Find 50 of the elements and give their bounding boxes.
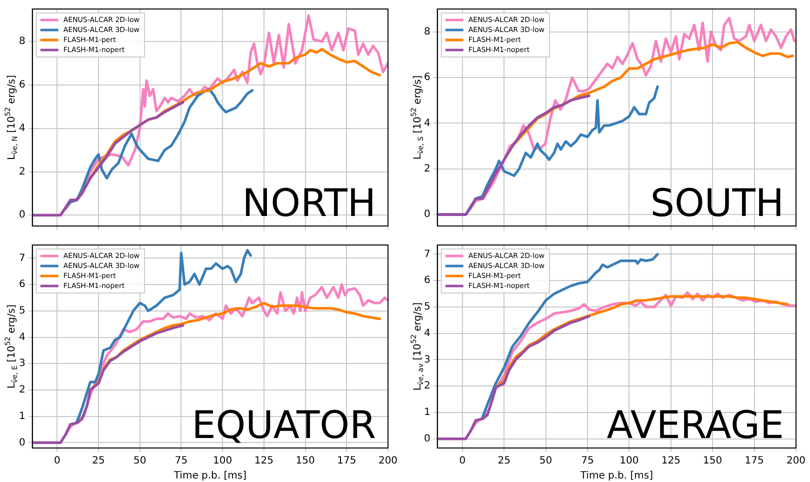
y-tick-label: 6 xyxy=(18,80,26,91)
y-tick-label: 6 xyxy=(424,72,430,84)
y-tick-label: 5 xyxy=(18,306,26,317)
y-tick-label: 5 xyxy=(424,302,430,313)
annotation: SOUTH xyxy=(650,181,784,225)
x-tick-label: 75 xyxy=(174,456,188,467)
x-tick-label: 75 xyxy=(581,456,594,467)
y-tick-label: 7 xyxy=(424,248,430,260)
y-tick-label: 1 xyxy=(18,410,26,422)
y-tick-label: 4 xyxy=(424,328,430,339)
annotation: EQUATOR xyxy=(192,403,376,447)
x-tick-label: 150 xyxy=(296,456,315,467)
y-tick-label: 1 xyxy=(424,407,430,418)
x-tick-label: 100 xyxy=(620,456,639,467)
y-tick-label: 3 xyxy=(18,358,26,370)
y-tick-label: 6 xyxy=(424,275,430,286)
y-tick-label: 0 xyxy=(424,209,430,220)
x-tick-label: 25 xyxy=(92,456,105,467)
x-tick-label: 125 xyxy=(254,456,274,467)
x-tick-label: 100 xyxy=(213,456,232,467)
y-tick-label: 0 xyxy=(424,433,430,444)
y-tick-label: 3 xyxy=(424,354,430,366)
x-axis-title: Time p.b. [ms] xyxy=(172,470,247,482)
y-tick-label: 7 xyxy=(18,252,26,264)
y-tick-label: 4 xyxy=(18,332,26,343)
x-tick-label: 25 xyxy=(498,456,510,467)
y-tick-label: 2 xyxy=(18,166,26,178)
x-tick-label: 200 xyxy=(378,456,398,467)
y-tick-label: 2 xyxy=(18,384,26,396)
x-tick-label: 175 xyxy=(744,456,764,467)
x-axis-title: Time p.b. [ms] xyxy=(579,470,654,482)
y-tick-label: 4 xyxy=(18,122,26,134)
y-tick-label: 0 xyxy=(18,210,26,221)
y-tick-label: 2 xyxy=(424,380,430,392)
x-tick-label: 125 xyxy=(661,456,680,467)
annotation: AVERAGE xyxy=(606,403,784,447)
x-tick-label: 50 xyxy=(539,456,552,467)
y-tick-label: 8 xyxy=(424,26,430,38)
x-tick-label: 200 xyxy=(786,456,806,467)
x-tick-label: 150 xyxy=(703,456,722,467)
y-tick-label: 8 xyxy=(18,36,26,48)
x-tick-label: 0 xyxy=(54,456,60,467)
y-tick-label: 4 xyxy=(424,118,430,129)
x-tick-label: 175 xyxy=(337,456,356,467)
x-tick-label: 0 xyxy=(459,456,466,467)
y-tick-label: 0 xyxy=(18,437,26,448)
x-tick-label: 50 xyxy=(134,456,146,467)
y-tick-label: 6 xyxy=(18,279,26,290)
y-tick-label: 2 xyxy=(424,163,430,174)
annotation: NORTH xyxy=(242,181,376,225)
